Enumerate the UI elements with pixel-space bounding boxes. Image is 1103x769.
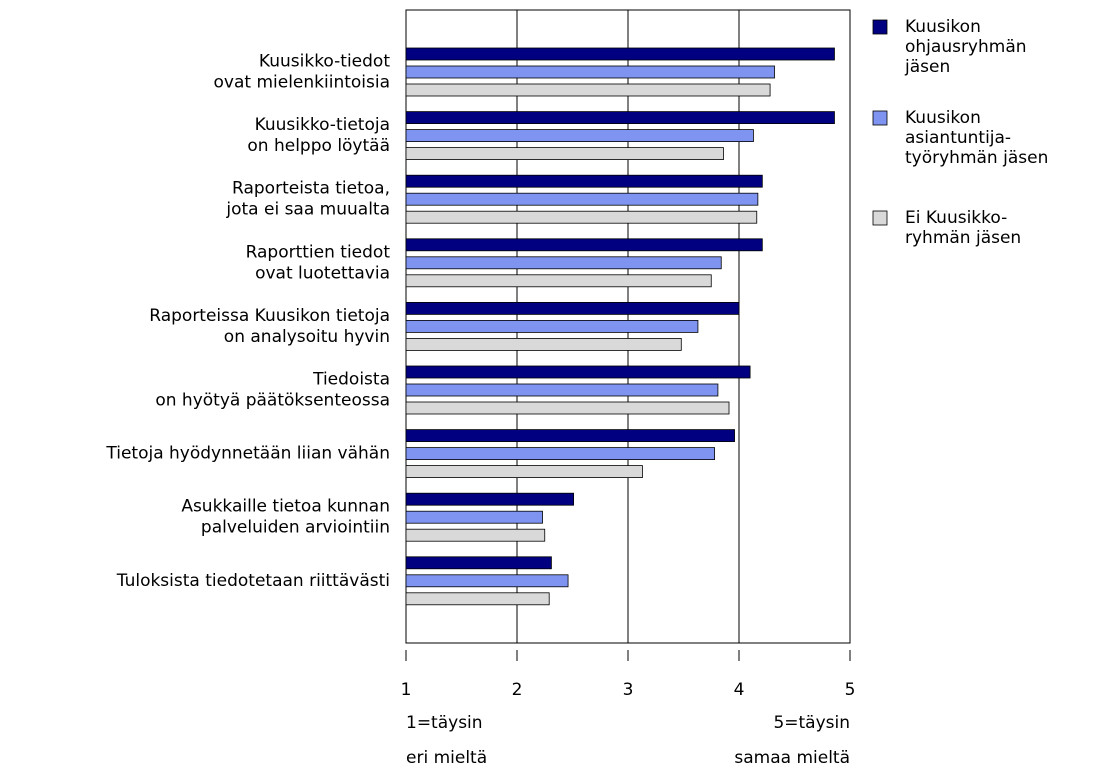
legend-swatch (872, 19, 888, 35)
bar (405, 256, 722, 270)
bar (405, 129, 754, 143)
bar (405, 556, 552, 570)
bar (405, 492, 575, 506)
bar (405, 383, 719, 397)
y-tick-label: Tuloksista tiedotetaan riittävästi (116, 571, 390, 591)
x-tick-label: 4 (734, 680, 745, 700)
bar (405, 274, 712, 288)
x-tick-label: 1 (401, 680, 412, 700)
axis-annotation: 1=täysin eri mieltä (406, 713, 487, 768)
bar (405, 337, 682, 351)
legend-label: Ei Kuusikko-ryhmän jäsen (905, 208, 1021, 248)
legend-label: Kuusikon asiantuntija-työryhmän jäsen (905, 108, 1048, 168)
y-tick-label: Kuusikko-tietoja on helppo löytää (247, 115, 390, 156)
bar (405, 174, 763, 188)
bar (405, 83, 771, 97)
bar (405, 210, 758, 224)
bar (405, 238, 763, 252)
bar (405, 510, 543, 524)
bar (405, 65, 775, 79)
y-tick-label: Raporteista tietoa, jota ei saa muualta (225, 179, 390, 220)
y-tick-label: Raporteissa Kuusikon tietoja on analysoit… (149, 306, 390, 347)
legend-swatch (872, 110, 888, 126)
bar (405, 465, 643, 479)
bar (405, 319, 699, 333)
bar (405, 47, 835, 61)
y-tick-label: Tiedoista on hyötyä päätöksenteossa (155, 370, 390, 411)
bar (405, 592, 550, 606)
bar (405, 192, 759, 206)
x-tick-label: 5 (845, 680, 856, 700)
x-tick-label: 3 (623, 680, 634, 700)
legend-label: Kuusikon ohjausryhmän jäsen (904, 17, 1027, 77)
y-tick-label: Raporttien tiedot ovat luotettavia (246, 242, 391, 283)
y-tick-label: Kuusikko-tiedot ovat mielenkiintoisia (214, 52, 391, 93)
bar (405, 528, 546, 542)
axis-annotation: 5=täysin samaa mieltä (734, 713, 850, 768)
x-tick-label: 2 (512, 680, 523, 700)
bar (405, 447, 715, 461)
bar (405, 401, 730, 415)
bar (405, 301, 740, 315)
bar (405, 365, 751, 379)
bar (405, 147, 724, 161)
y-tick-label: Asukkaille tietoa kunnan palveluiden arvi… (181, 497, 390, 538)
y-tick-label: Tietoja hyödynnetään liian vähän (105, 444, 390, 464)
bar (405, 429, 735, 443)
legend-swatch (872, 210, 888, 226)
bar (405, 111, 835, 124)
bar (405, 574, 569, 588)
